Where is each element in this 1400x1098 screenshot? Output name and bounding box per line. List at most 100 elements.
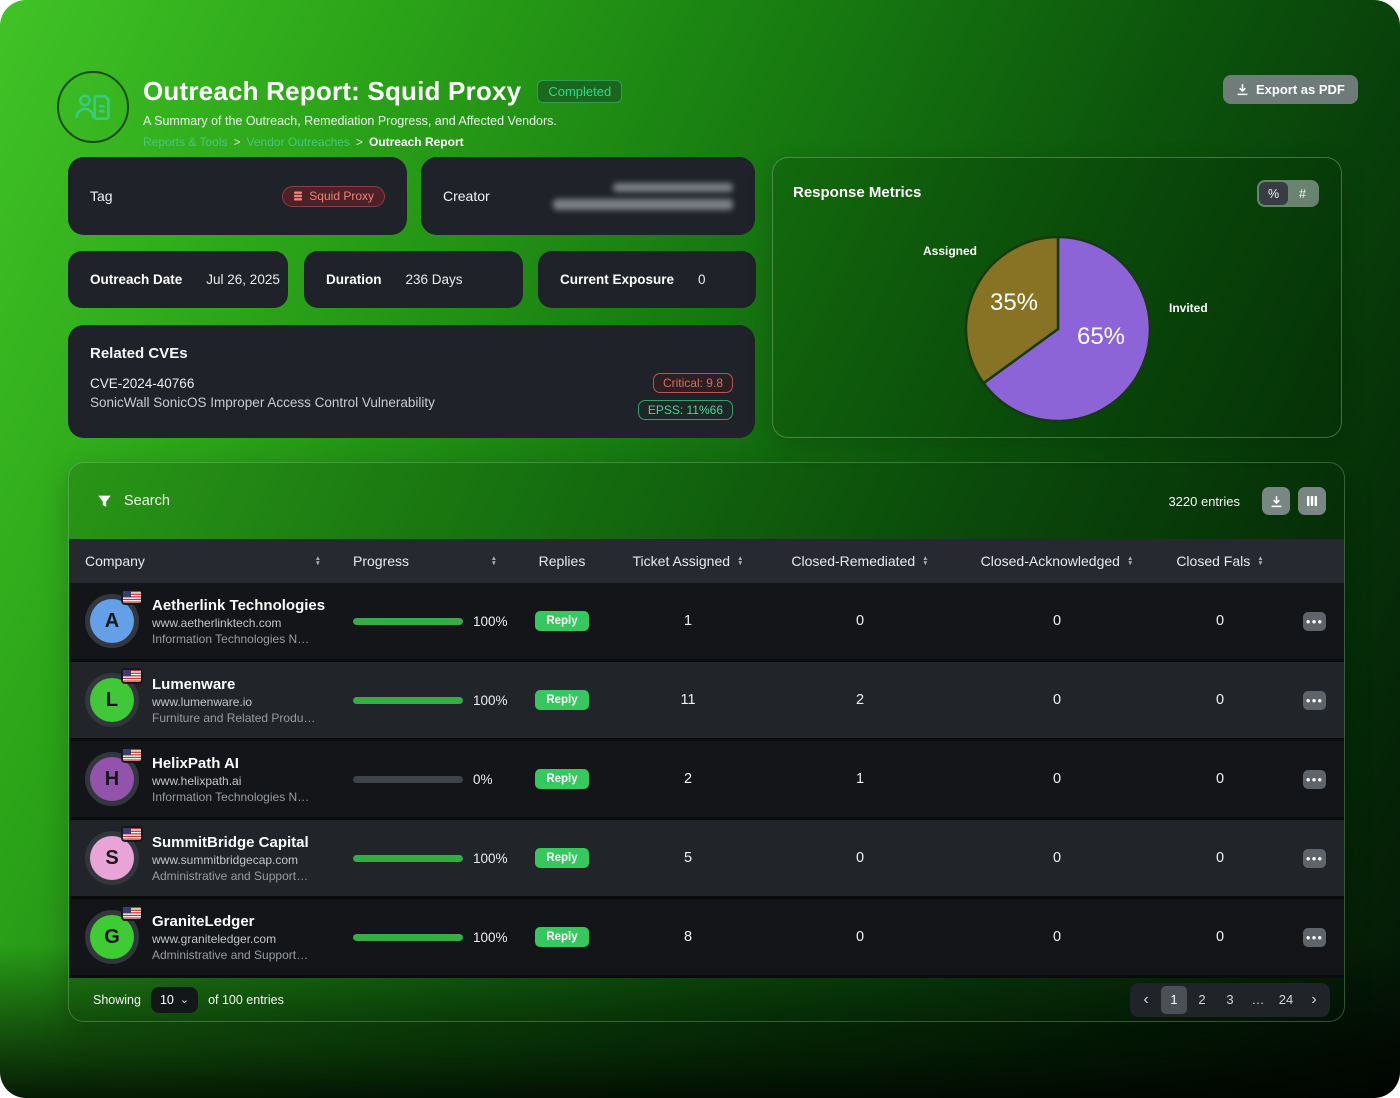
page-size-select[interactable]: 10 ⌄ [150, 986, 199, 1013]
creator-label: Creator [443, 188, 490, 204]
closed-fals-value: 0 [1215, 771, 1225, 787]
showing-label: Showing [93, 992, 141, 1007]
row-actions-button[interactable]: ●●● [1303, 848, 1326, 868]
chevron-down-icon: ⌄ [179, 993, 190, 1006]
progress-percent: 100% [473, 692, 508, 708]
pie-slice-invited[interactable] [982, 235, 1152, 423]
toggle-count[interactable]: # [1299, 186, 1306, 201]
us-flag-icon [123, 828, 141, 840]
page-button-24[interactable]: 24 [1278, 992, 1294, 1007]
closed-fals-value: 0 [1215, 929, 1225, 945]
breadcrumb-separator: > [233, 135, 241, 149]
next-page-button[interactable]: › [1311, 990, 1317, 1008]
sort-icon[interactable]: ▲ ▼ [490, 554, 497, 567]
sort-icon[interactable]: ▲ ▼ [1126, 554, 1134, 567]
current-exposure-label: Current Exposure [560, 272, 675, 287]
person-document-icon [75, 94, 110, 120]
avatar: S [85, 828, 141, 885]
redacted-text-line [613, 182, 733, 192]
reply-button[interactable]: Reply [535, 690, 589, 710]
ticket-assigned-value: 11 [680, 692, 696, 708]
breadcrumb-item[interactable]: Vendor Outreaches [246, 135, 350, 149]
column-settings-button[interactable] [1298, 487, 1326, 515]
column-header-closed-acknowledged[interactable]: Closed-Acknowledged ▲ ▼ [959, 553, 1155, 569]
avatar-circle: A [90, 599, 134, 643]
page-button-1[interactable]: 1 [1161, 985, 1187, 1014]
response-metrics-panel: Response Metrics % # Assigned Invited 65… [772, 157, 1342, 438]
row-actions-button[interactable]: ●●● [1303, 927, 1326, 947]
severity-badge: Critical: 9.8 [652, 373, 733, 393]
table-body: A Aetherlink Technologies www.aetherlin [69, 583, 1344, 978]
row-actions-button[interactable]: ●●● [1303, 611, 1326, 631]
reply-button[interactable]: Reply [535, 611, 589, 631]
column-label: Company [85, 553, 145, 569]
outreach-date-card: Outreach Date Jul 26, 2025 [68, 251, 288, 308]
company-url: www.lumenware.io [152, 694, 253, 709]
table-row[interactable]: L Lumenware www.lumenware.io Fu [69, 662, 1344, 741]
page-button-2[interactable]: 2 [1198, 992, 1206, 1007]
sort-icon[interactable]: ▲ ▼ [314, 554, 321, 567]
avatar-initial: H [104, 767, 120, 790]
pie-slice-assigned[interactable] [964, 235, 1060, 385]
company-url: www.aetherlinktech.com [152, 615, 282, 630]
page-title: Outreach Report: Squid Proxy [143, 76, 522, 106]
table-download-button[interactable] [1262, 487, 1290, 515]
company-industry: Furniture and Related Produ… [152, 710, 316, 725]
company-name: SummitBridge Capital [152, 833, 309, 851]
duration-value: 236 Days [405, 272, 463, 287]
table-header-row: Company ▲ ▼ Progress ▲ ▼ Replies Ticket Assigne… [69, 539, 1344, 583]
prev-page-button[interactable]: ‹ [1143, 990, 1149, 1008]
breadcrumb: Reports & Tools > Vendor Outreaches > Outrea… [143, 135, 622, 149]
search-input[interactable] [124, 493, 424, 509]
sort-icon[interactable]: ▲ ▼ [1257, 554, 1264, 567]
tag-label: Tag [90, 188, 113, 204]
breadcrumb-item[interactable]: Reports & Tools [143, 135, 228, 149]
column-header-closed-remediated[interactable]: Closed-Remediated ▲ ▼ [761, 553, 959, 569]
ticket-assigned-value: 1 [683, 613, 693, 629]
sort-icon[interactable]: ▲ ▼ [737, 554, 744, 567]
pagination: ‹ 1 2 3 … 24 › [1130, 982, 1330, 1017]
table-row[interactable]: G GraniteLedger www.graniteledger.com [69, 899, 1344, 978]
creator-value-redacted [553, 182, 733, 210]
related-cves-card: Related CVEs CVE-2024-40766 SonicWall So… [68, 325, 755, 438]
company-industry: Information Technologies N… [152, 631, 310, 646]
tag-badge[interactable]: Squid Proxy [282, 185, 385, 207]
export-pdf-button[interactable]: Export as PDF [1223, 75, 1358, 104]
column-header-company[interactable]: Company ▲ ▼ [69, 553, 339, 569]
table-row[interactable]: S SummitBridge Capital www.summitbridge [69, 820, 1344, 899]
row-actions-button[interactable]: ●●● [1303, 769, 1326, 789]
ticket-assigned-value: 8 [683, 929, 693, 945]
column-header-progress[interactable]: Progress ▲ ▼ [339, 553, 509, 569]
us-flag-icon [123, 907, 141, 919]
ticket-assigned-value: 2 [683, 771, 693, 787]
entries-count: 3220 entries [1168, 493, 1240, 509]
us-flag-icon [123, 749, 141, 761]
metrics-unit-toggle: % # [1257, 180, 1319, 207]
column-label: Closed-Remediated [791, 553, 916, 569]
sort-icon[interactable]: ▲ ▼ [922, 554, 929, 567]
ticket-assigned-value: 5 [683, 850, 693, 866]
progress-percent: 100% [473, 613, 508, 629]
company-name: Lumenware [152, 675, 236, 693]
page-button-3[interactable]: 3 [1226, 992, 1234, 1007]
page-button-…[interactable]: … [1251, 992, 1265, 1007]
export-pdf-label: Export as PDF [1256, 82, 1345, 97]
progress-bar [353, 775, 463, 783]
response-metrics-title: Response Metrics [793, 184, 922, 201]
table-row[interactable]: A Aetherlink Technologies www.aetherlin [69, 583, 1344, 662]
reply-button[interactable]: Reply [535, 848, 589, 868]
table-row[interactable]: H HelixPath AI www.helixpath.ai [69, 741, 1344, 820]
column-header-ticket-assigned[interactable]: Ticket Assigned ▲ ▼ [615, 553, 761, 569]
tag-value: Squid Proxy [309, 189, 374, 203]
progress-fill [353, 696, 463, 704]
avatar-circle: L [90, 678, 134, 722]
column-header-closed-fals[interactable]: Closed Fals ▲ ▼ [1155, 553, 1285, 569]
avatar-initial: G [104, 925, 120, 948]
reply-button[interactable]: Reply [535, 769, 589, 789]
row-actions-button[interactable]: ●●● [1303, 690, 1326, 710]
closed-acknowledged-value: 0 [1052, 850, 1062, 866]
column-label: Closed Fals [1176, 553, 1251, 569]
progress-fill [353, 617, 463, 625]
reply-button[interactable]: Reply [535, 927, 589, 947]
toggle-percent[interactable]: % [1259, 182, 1288, 205]
